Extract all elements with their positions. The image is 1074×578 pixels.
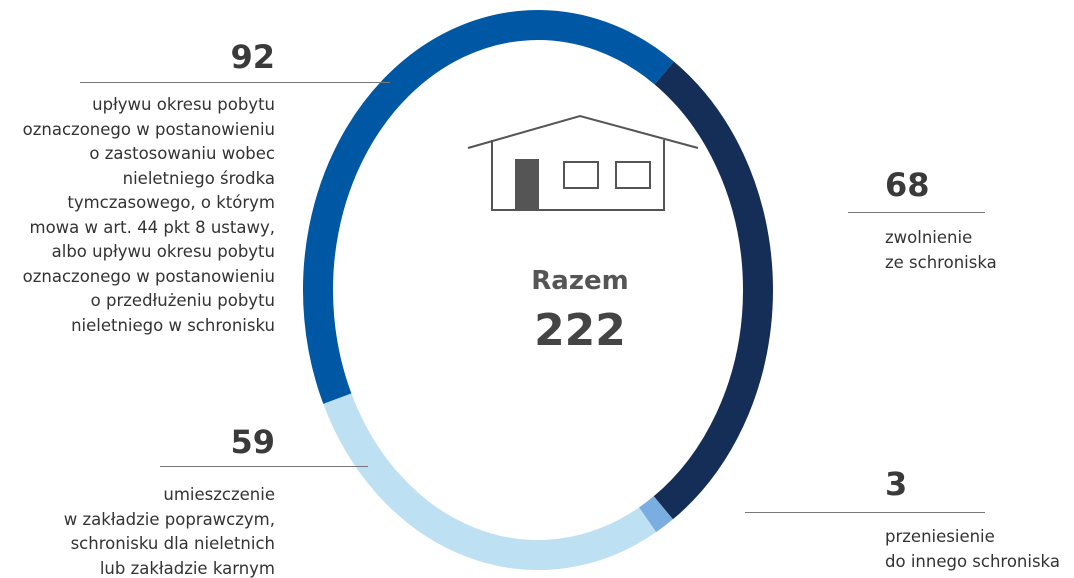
donut-segment [638, 496, 673, 533]
category-label: przeniesienie do innego schroniska [885, 527, 1060, 571]
total-label: Razem [531, 266, 628, 296]
house-icon [467, 114, 699, 211]
donut-segment [653, 61, 773, 520]
value-label: 92 [230, 38, 275, 76]
category-label: zwolnienie ze schroniska [885, 228, 997, 272]
donut-segment [323, 393, 657, 570]
leader-line [745, 512, 985, 513]
value-label: 3 [885, 465, 908, 503]
value-label: 59 [230, 423, 275, 461]
leader-line [160, 466, 368, 467]
category-label: upływu okresu pobytu oznaczonego w posta… [22, 95, 275, 335]
leader-line [80, 82, 390, 83]
total-value: 222 [534, 305, 626, 356]
donut-segment [303, 10, 674, 404]
value-label: 68 [885, 166, 930, 204]
category-label: umieszczenie w zakładzie poprawczym, sch… [63, 485, 275, 578]
leader-line [848, 212, 985, 213]
